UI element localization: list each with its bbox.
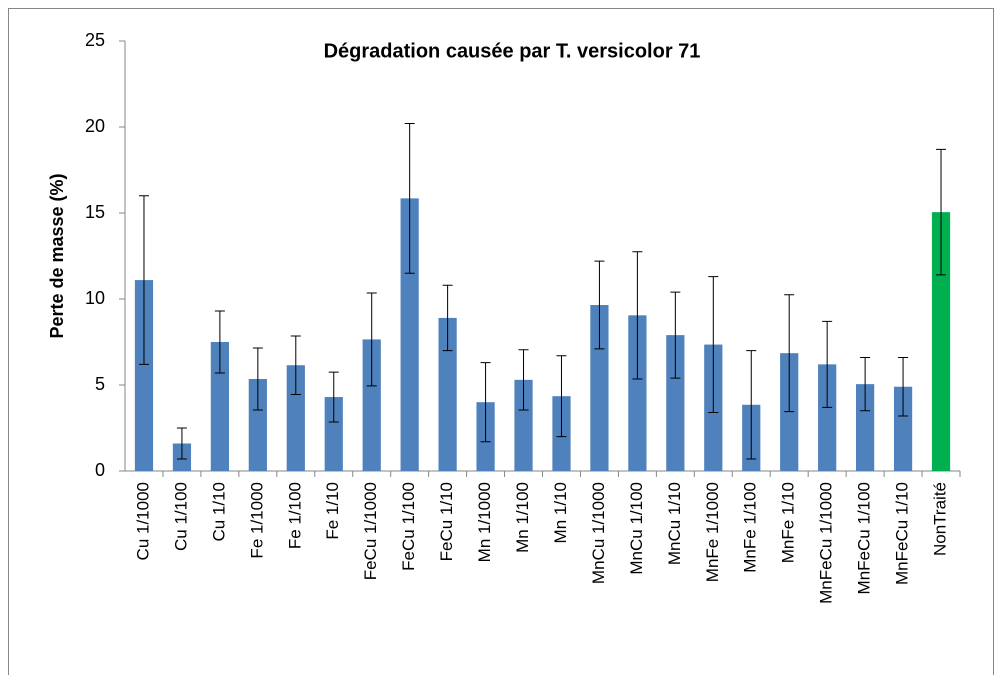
error-bar <box>252 347 263 411</box>
bar <box>324 397 343 471</box>
x-tick-label: Fe 1/100 <box>285 482 304 549</box>
x-tick-label: FeCu 1/10 <box>437 482 456 561</box>
error-bar <box>822 320 833 408</box>
error-bar <box>290 335 301 395</box>
error-bar <box>518 349 529 411</box>
y-tick-label: 5 <box>95 374 105 394</box>
chart-frame <box>8 8 994 675</box>
error-bar <box>670 291 681 379</box>
error-bar <box>480 362 491 443</box>
y-tick-label: 20 <box>85 116 105 136</box>
x-tick-label: MnFe 1/1000 <box>703 482 722 582</box>
x-tick-label: Cu 1/1000 <box>133 482 152 560</box>
error-bar <box>214 310 225 374</box>
x-tick-label: MnFeCu 1/1000 <box>817 482 836 604</box>
y-tick-label: 10 <box>85 288 105 308</box>
x-tick-label: MnCu 1/1000 <box>589 482 608 584</box>
y-tick-label: 25 <box>85 30 105 50</box>
y-tick-label: 15 <box>85 202 105 222</box>
x-tick-label: MnFe 1/100 <box>741 482 760 573</box>
bar <box>856 384 875 471</box>
y-tick-label: 0 <box>95 460 105 480</box>
error-bar <box>784 294 795 413</box>
bar <box>400 198 419 471</box>
bar <box>134 280 154 471</box>
error-bar <box>138 195 149 365</box>
error-bar <box>328 371 339 423</box>
x-tick-label: MnCu 1/100 <box>627 482 646 575</box>
error-bar <box>366 292 377 387</box>
bar <box>286 365 305 471</box>
error-bar <box>632 251 643 380</box>
x-tick-label: FeCu 1/100 <box>399 482 418 571</box>
error-bar <box>404 123 415 274</box>
error-bar <box>708 276 719 414</box>
bar <box>362 339 381 471</box>
error-bar <box>898 356 909 417</box>
x-tick-label: Mn 1/1000 <box>475 482 494 562</box>
bar <box>628 315 647 471</box>
error-bar <box>936 148 947 276</box>
x-tick-label: Fe 1/1000 <box>247 482 266 559</box>
x-tick-label: MnFeCu 1/10 <box>893 482 912 585</box>
bar <box>818 364 837 471</box>
x-tick-label: Fe 1/10 <box>323 482 342 540</box>
x-tick-label: MnFe 1/10 <box>779 482 798 563</box>
x-tick-label: Cu 1/10 <box>209 482 228 542</box>
bar <box>514 379 533 471</box>
y-axis-label: Perte de masse (%) <box>47 173 67 338</box>
error-bar <box>556 355 567 438</box>
bar <box>210 342 229 471</box>
error-bar <box>746 350 757 460</box>
error-bar <box>442 284 453 352</box>
bar <box>893 386 913 471</box>
bar <box>590 305 609 471</box>
bar <box>666 335 685 471</box>
x-tick-label: FeCu 1/1000 <box>361 482 380 580</box>
bar <box>931 212 951 471</box>
bar <box>438 317 457 471</box>
error-bar <box>176 427 187 460</box>
error-bar <box>594 260 605 350</box>
x-tick-label: NonTraité <box>931 482 950 556</box>
bar <box>248 378 267 471</box>
chart-title: Dégradation causée par T. versicolor 71 <box>324 40 701 62</box>
x-tick-label: Mn 1/10 <box>551 482 570 543</box>
error-bar <box>860 356 871 412</box>
x-tick-label: MnCu 1/10 <box>665 482 684 565</box>
x-tick-label: MnFeCu 1/100 <box>855 482 874 594</box>
x-tick-label: Cu 1/100 <box>171 482 190 551</box>
x-tick-label: Mn 1/100 <box>513 482 532 553</box>
